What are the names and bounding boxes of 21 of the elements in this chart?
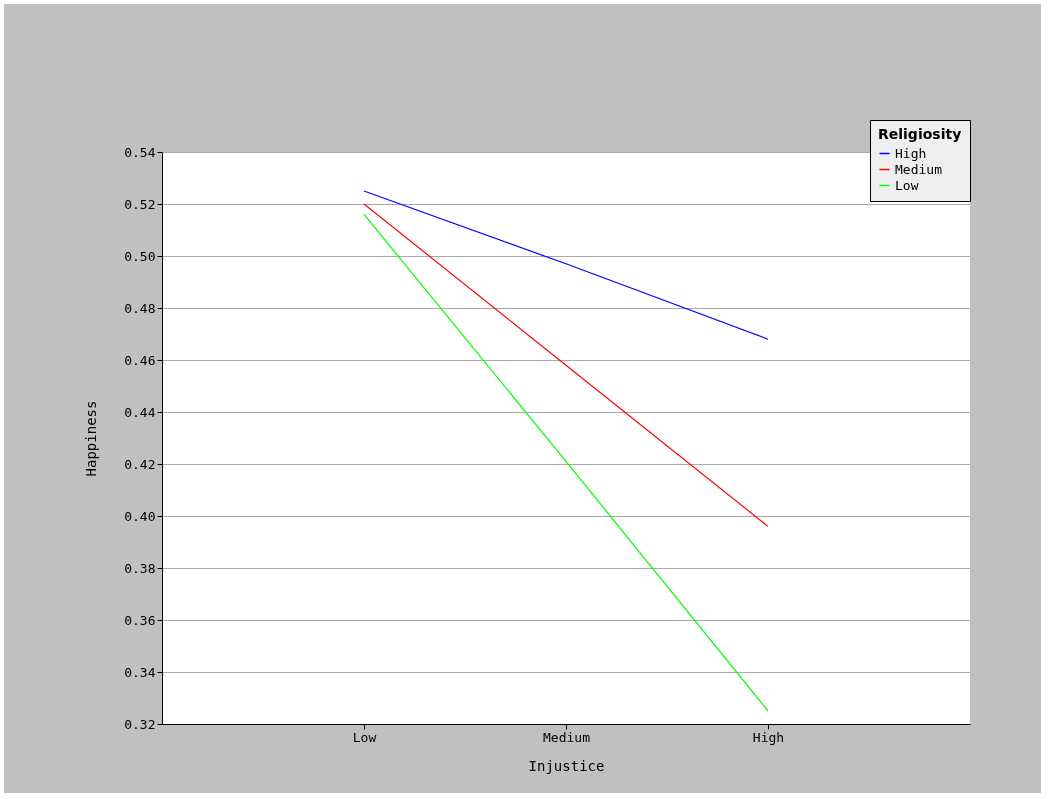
x-axis-title: Injustice <box>528 757 605 774</box>
legend-label: Medium <box>895 161 943 177</box>
y-tick-label: 0.38 <box>124 560 156 576</box>
x-tick-label: High <box>752 729 785 745</box>
legend-label: Low <box>895 177 919 193</box>
y-tick-label: 0.44 <box>124 404 156 420</box>
y-tick-label: 0.34 <box>124 664 156 680</box>
y-tick-label: 0.50 <box>124 248 156 264</box>
y-tick-label: 0.42 <box>124 456 156 472</box>
y-tick-label: 0.32 <box>124 716 156 732</box>
y-tick-label: 0.54 <box>124 144 156 160</box>
y-tick-label: 0.48 <box>124 300 156 316</box>
y-tick-label: 0.40 <box>124 508 156 524</box>
y-tick-label: 0.52 <box>124 196 156 212</box>
y-tick-label: 0.36 <box>124 612 156 628</box>
legend-label: High <box>895 145 927 161</box>
y-axis-title: Happiness <box>83 400 100 477</box>
legend-title: Religiosity <box>878 126 962 142</box>
x-tick-label: Medium <box>543 729 591 745</box>
y-tick-label: 0.46 <box>124 352 156 368</box>
x-tick-label: Low <box>352 729 377 745</box>
